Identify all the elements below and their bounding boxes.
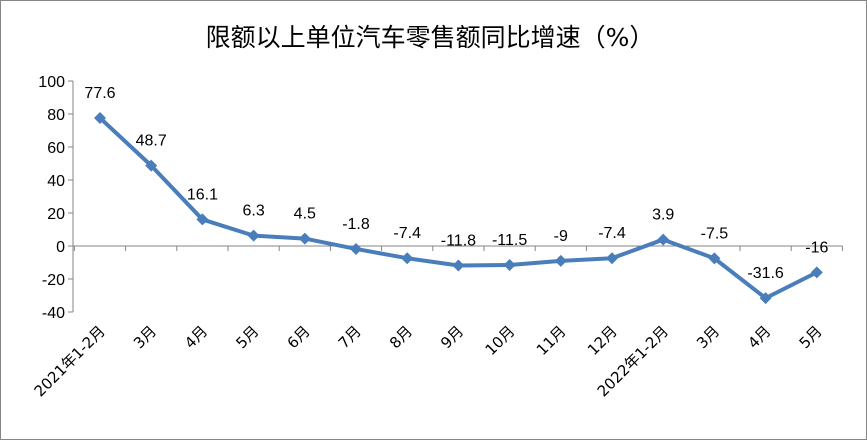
x-tick-label: 9月	[437, 322, 467, 352]
x-tick-label: 4月	[744, 322, 774, 352]
x-tick-label: 6月	[284, 322, 314, 352]
x-tick-label: 5月	[796, 322, 826, 352]
data-label: -1.8	[342, 216, 370, 233]
data-label: 77.6	[84, 85, 115, 102]
data-point	[759, 292, 772, 305]
chart-title: 限额以上单位汽车零售额同比增速（%）	[206, 23, 655, 52]
data-label: -11.8	[441, 232, 476, 249]
data-point	[554, 254, 567, 267]
data-point	[196, 213, 209, 226]
data-label: -11.5	[492, 232, 527, 249]
data-label: -9	[554, 228, 568, 245]
data-label: 48.7	[136, 133, 167, 150]
x-tick-label: 3月	[693, 322, 723, 352]
data-point	[145, 159, 158, 172]
data-point	[401, 252, 414, 265]
x-tick-label: 11月	[533, 322, 570, 359]
data-label: -31.6	[747, 265, 784, 282]
data-point	[94, 111, 106, 124]
x-tick-label: 2021年1-2月	[31, 322, 109, 400]
data-label: -7.4	[598, 225, 626, 242]
x-tick-label: 5月	[232, 322, 262, 352]
x-tick-label: 3月	[130, 322, 160, 352]
data-point	[452, 259, 465, 272]
axes: -40 -20 0 20 40 60 80 100	[38, 74, 843, 322]
data-point	[503, 258, 516, 271]
y-tick-label: 60	[47, 140, 65, 157]
y-tick-label: -20	[42, 272, 65, 289]
data-label: 16.1	[187, 186, 218, 203]
y-tick-label: 100	[38, 74, 65, 91]
x-tick-label: 4月	[181, 322, 211, 352]
data-label: -7.4	[393, 225, 421, 242]
data-label: -7.5	[701, 225, 729, 242]
data-point	[708, 252, 721, 265]
y-tick-label: -40	[42, 305, 65, 322]
x-tick-label: 8月	[386, 322, 416, 352]
x-axis-labels: 2021年1-2月 3月 4月 5月 6月 7月 8月 9月 10月 11月 12月2022年1-2…	[31, 322, 826, 400]
data-labels: 77.6 48.7 16.1 6.3 4.5 -1.8 -7.4 -11.8 -11.5 -9 -7…	[84, 85, 828, 282]
data-point	[657, 233, 670, 246]
y-tick-label: 40	[47, 173, 65, 190]
data-label: -16	[805, 239, 828, 256]
data-point	[247, 229, 260, 242]
data-label: 3.9	[652, 207, 674, 224]
y-tick-label: 20	[47, 206, 65, 223]
data-label: 6.3	[242, 203, 264, 220]
x-tick-label: 7月	[335, 322, 365, 352]
data-point	[350, 242, 362, 255]
series-layer	[94, 111, 823, 305]
data-point	[298, 232, 311, 245]
data-label: 4.5	[294, 206, 316, 223]
y-tick-label: 0	[56, 239, 65, 256]
x-tick-label: 12月	[584, 322, 621, 359]
data-point	[810, 266, 823, 279]
data-point	[606, 252, 618, 265]
x-tick-label: 10月	[482, 322, 519, 359]
y-tick-label: 80	[47, 107, 65, 124]
